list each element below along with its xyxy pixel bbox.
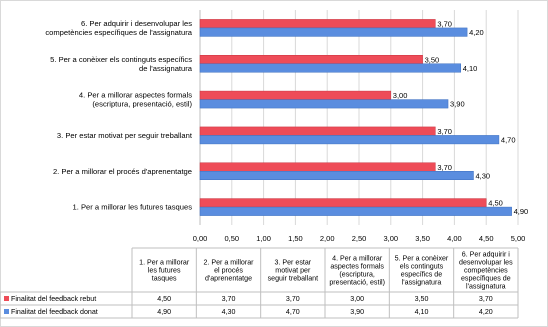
bar-donat bbox=[199, 27, 468, 37]
table-cell: 4,10 bbox=[415, 308, 429, 316]
table-cell: 3,70 bbox=[286, 295, 300, 303]
table-header: 2. Per a millorar bbox=[203, 259, 254, 267]
table-header: motivat per bbox=[275, 267, 311, 275]
table-header: (escriptura, bbox=[339, 271, 375, 279]
data-label: 3,00 bbox=[393, 91, 408, 100]
category-label: (escriptura, presentació, estil) bbox=[92, 100, 192, 109]
bar-rebut bbox=[199, 19, 436, 29]
legend-label: Finalitat del feedback donat bbox=[11, 308, 98, 316]
table-header: 1. Per a millorar bbox=[139, 259, 190, 267]
x-tick-label: 2,50 bbox=[352, 234, 367, 243]
table-header: els continguts bbox=[400, 263, 444, 271]
data-label: 4,30 bbox=[475, 171, 490, 180]
data-label: 3,70 bbox=[437, 127, 452, 136]
bar-rebut bbox=[199, 90, 392, 100]
category-label: competències específiques de l'assignatu… bbox=[45, 28, 192, 37]
table-header: l'assignatura bbox=[466, 283, 506, 291]
data-label: 3,90 bbox=[450, 100, 465, 109]
table-header: aspectes formals bbox=[330, 263, 384, 271]
bar-rebut bbox=[199, 162, 436, 172]
table-cell: 4,20 bbox=[479, 308, 493, 316]
category-label: 1. Per a millorar les futures tasques bbox=[73, 203, 193, 212]
bar-rebut bbox=[199, 126, 436, 136]
data-label: 3,70 bbox=[437, 19, 452, 28]
x-tick-label: 5,00 bbox=[511, 234, 526, 243]
table-header: desenvolupar les bbox=[459, 259, 513, 267]
data-label: 4,10 bbox=[463, 64, 478, 73]
table-header: d'aprenentatge bbox=[205, 275, 252, 283]
table-header: 3. Per estar bbox=[274, 259, 311, 267]
table-header: específiques de bbox=[461, 275, 511, 283]
table-cell: 4,50 bbox=[157, 295, 171, 303]
bar-donat bbox=[199, 99, 449, 109]
data-label: 4,70 bbox=[501, 135, 516, 144]
table-cell: 4,90 bbox=[157, 308, 171, 316]
bar-donat bbox=[199, 171, 474, 180]
legend-swatch bbox=[4, 309, 9, 314]
table-cell: 3,70 bbox=[222, 295, 236, 303]
x-tick-label: 4,00 bbox=[447, 234, 462, 243]
data-label: 3,70 bbox=[437, 163, 452, 172]
x-tick-label: 0,50 bbox=[224, 234, 239, 243]
table-header: 4. Per a millorar bbox=[332, 255, 383, 263]
x-tick-label: 1,00 bbox=[256, 234, 271, 243]
table-cell: 3,90 bbox=[350, 308, 364, 316]
category-label: 4. Per a millorar aspectes formals bbox=[79, 91, 192, 100]
table-header: seguir treballant bbox=[268, 275, 319, 283]
data-label: 3,50 bbox=[425, 55, 440, 64]
category-label: de l'assignatura bbox=[139, 64, 193, 73]
table-header: tasques bbox=[152, 275, 177, 283]
x-tick-label: 3,50 bbox=[415, 234, 430, 243]
category-label: 3. Per estar motivat per seguir treballa… bbox=[57, 131, 193, 140]
table-header: l'assignatura bbox=[402, 279, 442, 287]
category-label: 6. Per adquirir i desenvolupar les bbox=[81, 19, 192, 28]
table-header: el procés bbox=[214, 267, 243, 275]
data-label: 4,90 bbox=[514, 207, 529, 216]
bar-rebut bbox=[199, 198, 487, 208]
table-cell: 3,70 bbox=[479, 295, 493, 303]
table-header: 6. Per adquirir i bbox=[462, 251, 511, 259]
legend-swatch bbox=[4, 296, 9, 301]
x-tick-label: 0,00 bbox=[193, 234, 208, 243]
table-header: les futures bbox=[148, 267, 181, 275]
x-tick-label: 2,00 bbox=[320, 234, 335, 243]
category-label: 5. Per a conèixer els continguts específ… bbox=[50, 55, 192, 64]
table-cell: 4,70 bbox=[286, 308, 300, 316]
x-tick-label: 3,00 bbox=[383, 234, 398, 243]
data-label: 4,50 bbox=[488, 199, 503, 208]
bar-donat bbox=[199, 206, 512, 216]
bar-donat bbox=[199, 63, 462, 73]
legend-label: Finalitat del feedback rebut bbox=[11, 295, 96, 303]
table-header: competències bbox=[464, 267, 508, 275]
table-header: 5. Per a conèixer bbox=[395, 255, 449, 263]
table-cell: 3,50 bbox=[415, 295, 429, 303]
table-cell: 4,30 bbox=[222, 308, 236, 316]
bar-donat bbox=[199, 135, 500, 145]
table-header: presentació, estil) bbox=[329, 279, 385, 287]
table-cell: 3,00 bbox=[350, 295, 364, 303]
x-tick-label: 1,50 bbox=[288, 234, 303, 243]
bar-rebut bbox=[199, 55, 423, 64]
data-label: 4,20 bbox=[469, 28, 484, 37]
category-label: 2. Per a millorar el procés d'aprenentat… bbox=[53, 167, 192, 176]
table-header: específics de bbox=[401, 271, 442, 279]
x-tick-label: 4,50 bbox=[479, 234, 494, 243]
